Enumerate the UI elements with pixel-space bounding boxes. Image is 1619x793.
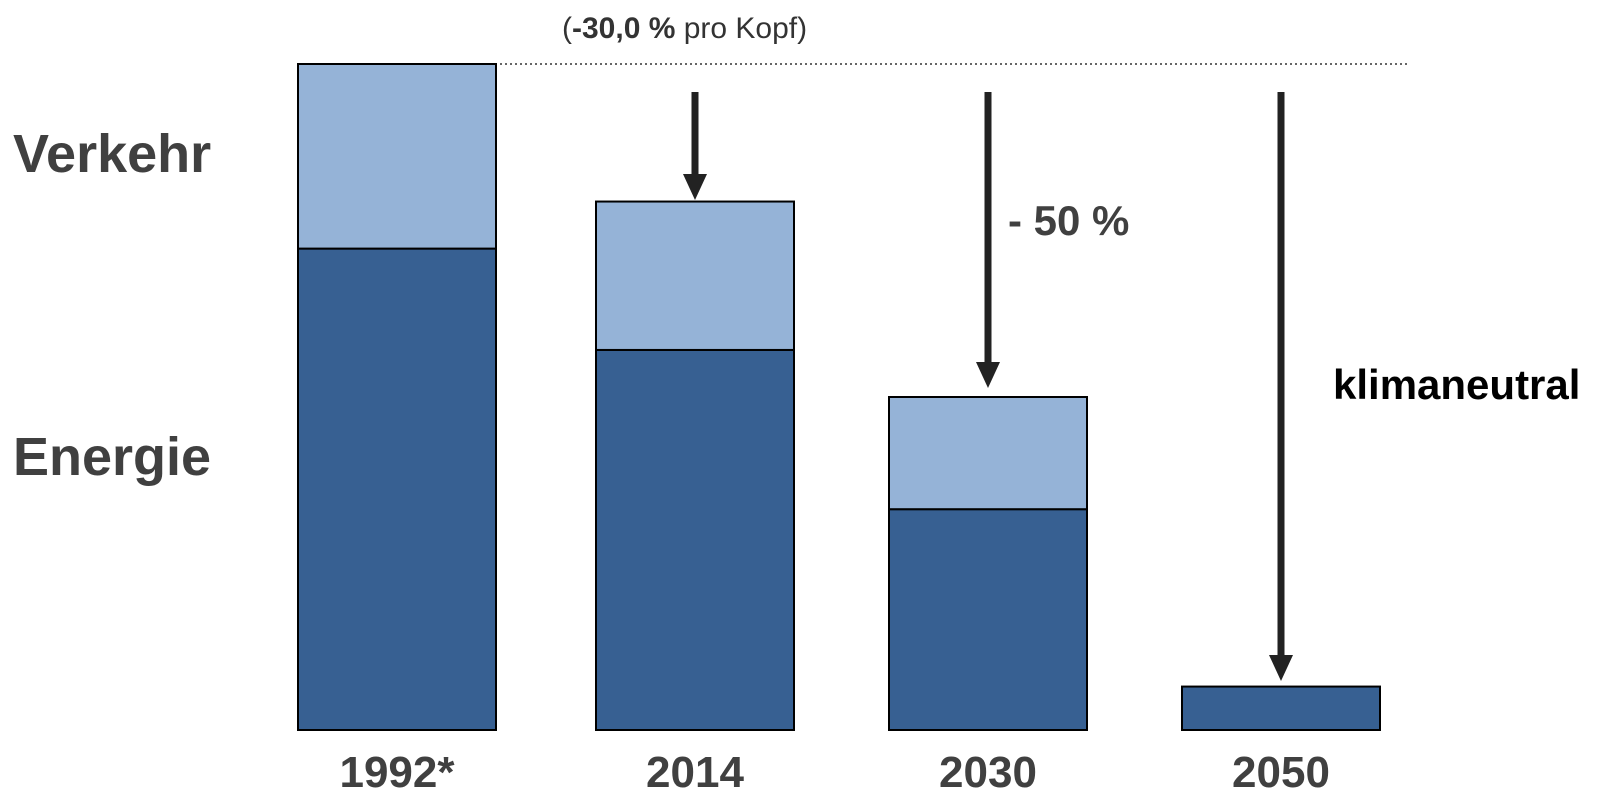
legend-label-energie: Energie — [13, 427, 211, 487]
bar-verkehr-2014 — [595, 200, 795, 351]
bar-energie-2050 — [1181, 685, 1381, 732]
top-note: (-30,0 % pro Kopf) — [562, 12, 807, 45]
category-label-2030: 2030 — [939, 748, 1037, 793]
bar-verkehr-2030 — [888, 396, 1088, 511]
arrow-2030 — [976, 92, 1000, 388]
legend-label-verkehr: Verkehr — [13, 124, 211, 184]
bar-energie-2030 — [888, 508, 1088, 731]
category-label-2050: 2050 — [1232, 748, 1330, 793]
bars-group — [297, 63, 1381, 732]
reduction-2030-label: - 50 % — [1008, 197, 1129, 244]
category-labels: 1992* 2014 2030 2050 — [339, 748, 1329, 793]
category-label-2014: 2014 — [646, 748, 744, 793]
arrow-2014 — [683, 92, 707, 200]
bar-verkehr-1992 — [297, 63, 497, 250]
bar-energie-2014 — [595, 348, 795, 731]
bar-energie-1992 — [297, 247, 497, 731]
arrows-group — [683, 92, 1293, 681]
top-note-open: ( — [562, 12, 572, 45]
top-note-bold: -30,0 % — [572, 12, 675, 45]
arrow-2050 — [1269, 92, 1293, 681]
category-label-1992: 1992* — [339, 748, 455, 793]
top-note-rest: pro Kopf) — [675, 12, 807, 45]
target-2050-label: klimaneutral — [1333, 361, 1580, 408]
